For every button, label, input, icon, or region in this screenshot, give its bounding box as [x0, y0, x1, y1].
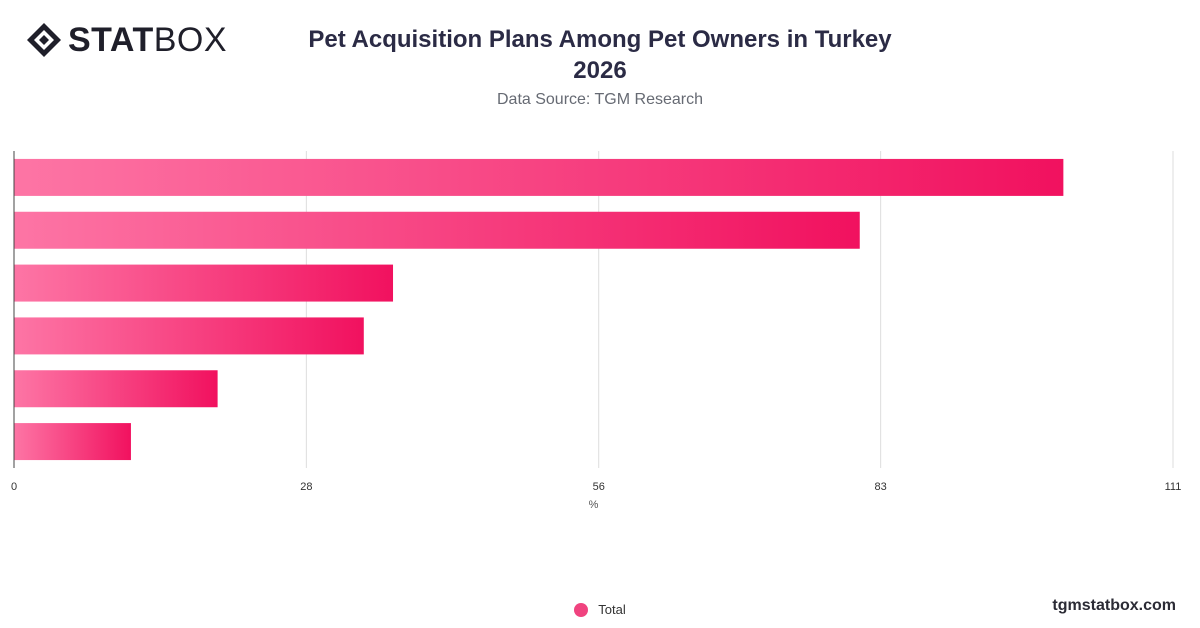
bar	[14, 158, 1064, 196]
bar	[14, 211, 860, 249]
chart-title: Pet Acquisition Plans Among Pet Owners i…	[300, 24, 900, 86]
x-tick-label: 0	[11, 481, 17, 493]
chart-title-line1: Pet Acquisition Plans Among Pet Owners i…	[308, 26, 892, 53]
legend-label-total[interactable]: Total	[598, 602, 626, 617]
x-tick-label: 83	[875, 481, 887, 493]
legend-marker-total[interactable]	[574, 602, 589, 617]
x-tick-label: 111	[1165, 481, 1182, 493]
bar	[14, 370, 218, 408]
bar	[14, 423, 131, 461]
legend: Total	[0, 602, 1200, 617]
axes: 0 28 56 83 111%	[11, 151, 1181, 511]
logo-wordmark: STATBOX	[68, 22, 227, 58]
statbox-logo: STATBOX	[26, 22, 227, 58]
bar	[14, 317, 364, 355]
chart-subtitle: Data Source: TGM Research	[496, 91, 703, 108]
x-axis-label: %	[589, 499, 599, 511]
bar	[14, 264, 394, 302]
brand-url: tgmstatbox.com	[1052, 597, 1176, 614]
statbox-diamond-icon	[27, 23, 61, 57]
x-tick-label: 28	[300, 481, 312, 493]
chart-title-line2: 2026	[573, 57, 627, 84]
grid-lines	[305, 151, 1174, 468]
logo-text-light: BOX	[153, 21, 228, 59]
logo-text-bold: STAT	[68, 21, 154, 59]
x-tick-label: 56	[593, 481, 605, 493]
bar-chart: 0 28 56 83 111%	[11, 151, 1181, 511]
bars	[14, 158, 1064, 461]
